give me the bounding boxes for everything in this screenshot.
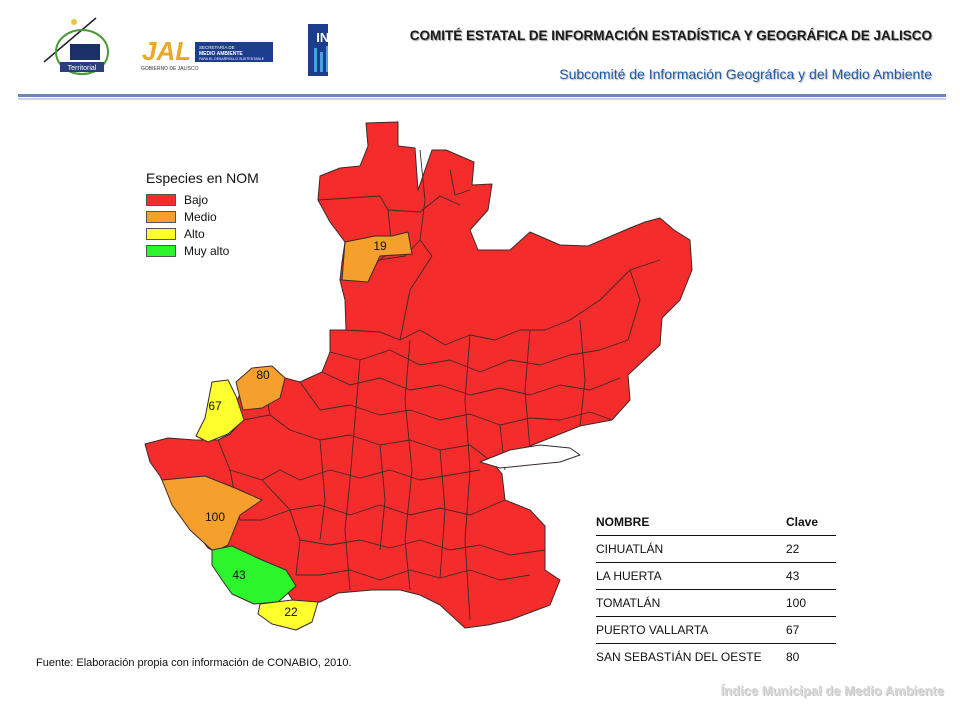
territorial-logo: Territorial	[43, 17, 109, 75]
table-cell-key: 100	[786, 589, 836, 617]
table-cell-key: 22	[786, 535, 836, 563]
map-region-22	[257, 599, 319, 631]
legend-label: Bajo	[184, 193, 209, 207]
legend-label: Muy alto	[184, 244, 230, 258]
map-region-100	[161, 475, 263, 553]
map-legend: Especies en NOM Bajo Medio Alto Muy alto	[146, 170, 259, 260]
map-region-80	[235, 365, 286, 411]
legend-swatch	[146, 194, 176, 206]
table-cell-key: 43	[786, 562, 836, 590]
municipality-table: NOMBRE Clave CIHUATLÁN 22 LA HUERTA 43 T…	[596, 509, 836, 670]
territorial-logo-text: Territorial	[68, 65, 97, 72]
map-region-67	[195, 379, 245, 443]
legend-item: Muy alto	[146, 243, 259, 259]
legend-swatch	[146, 211, 176, 223]
table-header-key: Clave	[786, 515, 819, 529]
table-cell-key: 67	[786, 616, 836, 644]
map-lake	[479, 444, 581, 469]
map-label-43: 43	[232, 568, 246, 582]
jal-logo-subtext: GOBIERNO DE JALISCO	[141, 66, 199, 72]
table-header-name: NOMBRE	[596, 515, 650, 529]
header-logos: Territorial JAL GOBIERNO DE JALISCO SECR…	[43, 17, 328, 76]
page-subtitle: Subcomité de Información Geográfica y de…	[559, 66, 932, 82]
table-row: LA HUERTA 43	[596, 562, 836, 590]
jal-logo-text: JAL	[142, 36, 191, 66]
source-note: Fuente: Elaboración propia con informaci…	[36, 657, 352, 669]
table-row: PUERTO VALLARTA 67	[596, 616, 836, 644]
legend-title: Especies en NOM	[146, 170, 259, 186]
map-label-67: 67	[208, 399, 222, 413]
table-cell-name: CIHUATLÁN	[596, 535, 786, 563]
legend-swatch	[146, 228, 176, 240]
semades-line1: SECRETARÍA DE	[199, 44, 235, 50]
table-cell-name: LA HUERTA	[596, 562, 786, 590]
table-header-row: NOMBRE Clave	[596, 509, 836, 536]
map-region-19	[341, 231, 413, 283]
table-row: TOMATLÁN 100	[596, 589, 836, 617]
legend-item: Medio	[146, 209, 259, 225]
map-label-19: 19	[373, 239, 387, 253]
header-divider	[18, 94, 946, 97]
map-label-22: 22	[284, 605, 298, 619]
footer-title: Índice Municipal de Medio Ambiente	[720, 683, 944, 698]
jal-logo: JAL GOBIERNO DE JALISCO SECRETARÍA DE ME…	[141, 36, 273, 72]
legend-label: Medio	[184, 210, 217, 224]
page-title: COMITÉ ESTATAL DE INFORMACIÓN ESTADÍSTIC…	[409, 28, 932, 43]
table-row: SAN SEBASTIÁN DEL OESTE 80	[596, 643, 836, 670]
table-cell-name: TOMATLÁN	[596, 589, 786, 617]
legend-label: Alto	[184, 227, 205, 241]
legend-item: Alto	[146, 226, 259, 242]
header-divider-shadow	[18, 98, 946, 100]
inegi-logo: INEGI	[308, 24, 328, 76]
map-label-80: 80	[256, 368, 270, 382]
inegi-logo-text: INEGI	[316, 30, 328, 45]
table-cell-key: 80	[786, 643, 836, 670]
table-cell-name: SAN SEBASTIÁN DEL OESTE	[596, 643, 786, 670]
semades-line3: PARA EL DESARROLLO SUSTENTABLE	[199, 57, 265, 61]
legend-swatch	[146, 245, 176, 257]
map-label-100: 100	[205, 510, 225, 524]
legend-item: Bajo	[146, 192, 259, 208]
table-cell-name: PUERTO VALLARTA	[596, 616, 786, 644]
table-row: CIHUATLÁN 22	[596, 535, 836, 563]
semades-line2: MEDIO AMBIENTE	[199, 51, 243, 57]
